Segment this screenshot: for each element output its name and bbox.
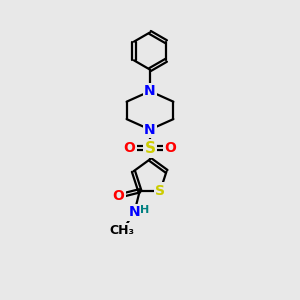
Text: N: N: [144, 84, 156, 98]
Text: N: N: [129, 206, 140, 219]
Text: O: O: [164, 141, 176, 155]
Text: O: O: [112, 189, 124, 203]
Text: CH₃: CH₃: [110, 224, 135, 237]
Text: S: S: [145, 141, 155, 156]
Text: H: H: [140, 205, 149, 215]
Text: O: O: [124, 141, 136, 155]
Text: S: S: [155, 184, 165, 198]
Text: N: N: [144, 123, 156, 136]
